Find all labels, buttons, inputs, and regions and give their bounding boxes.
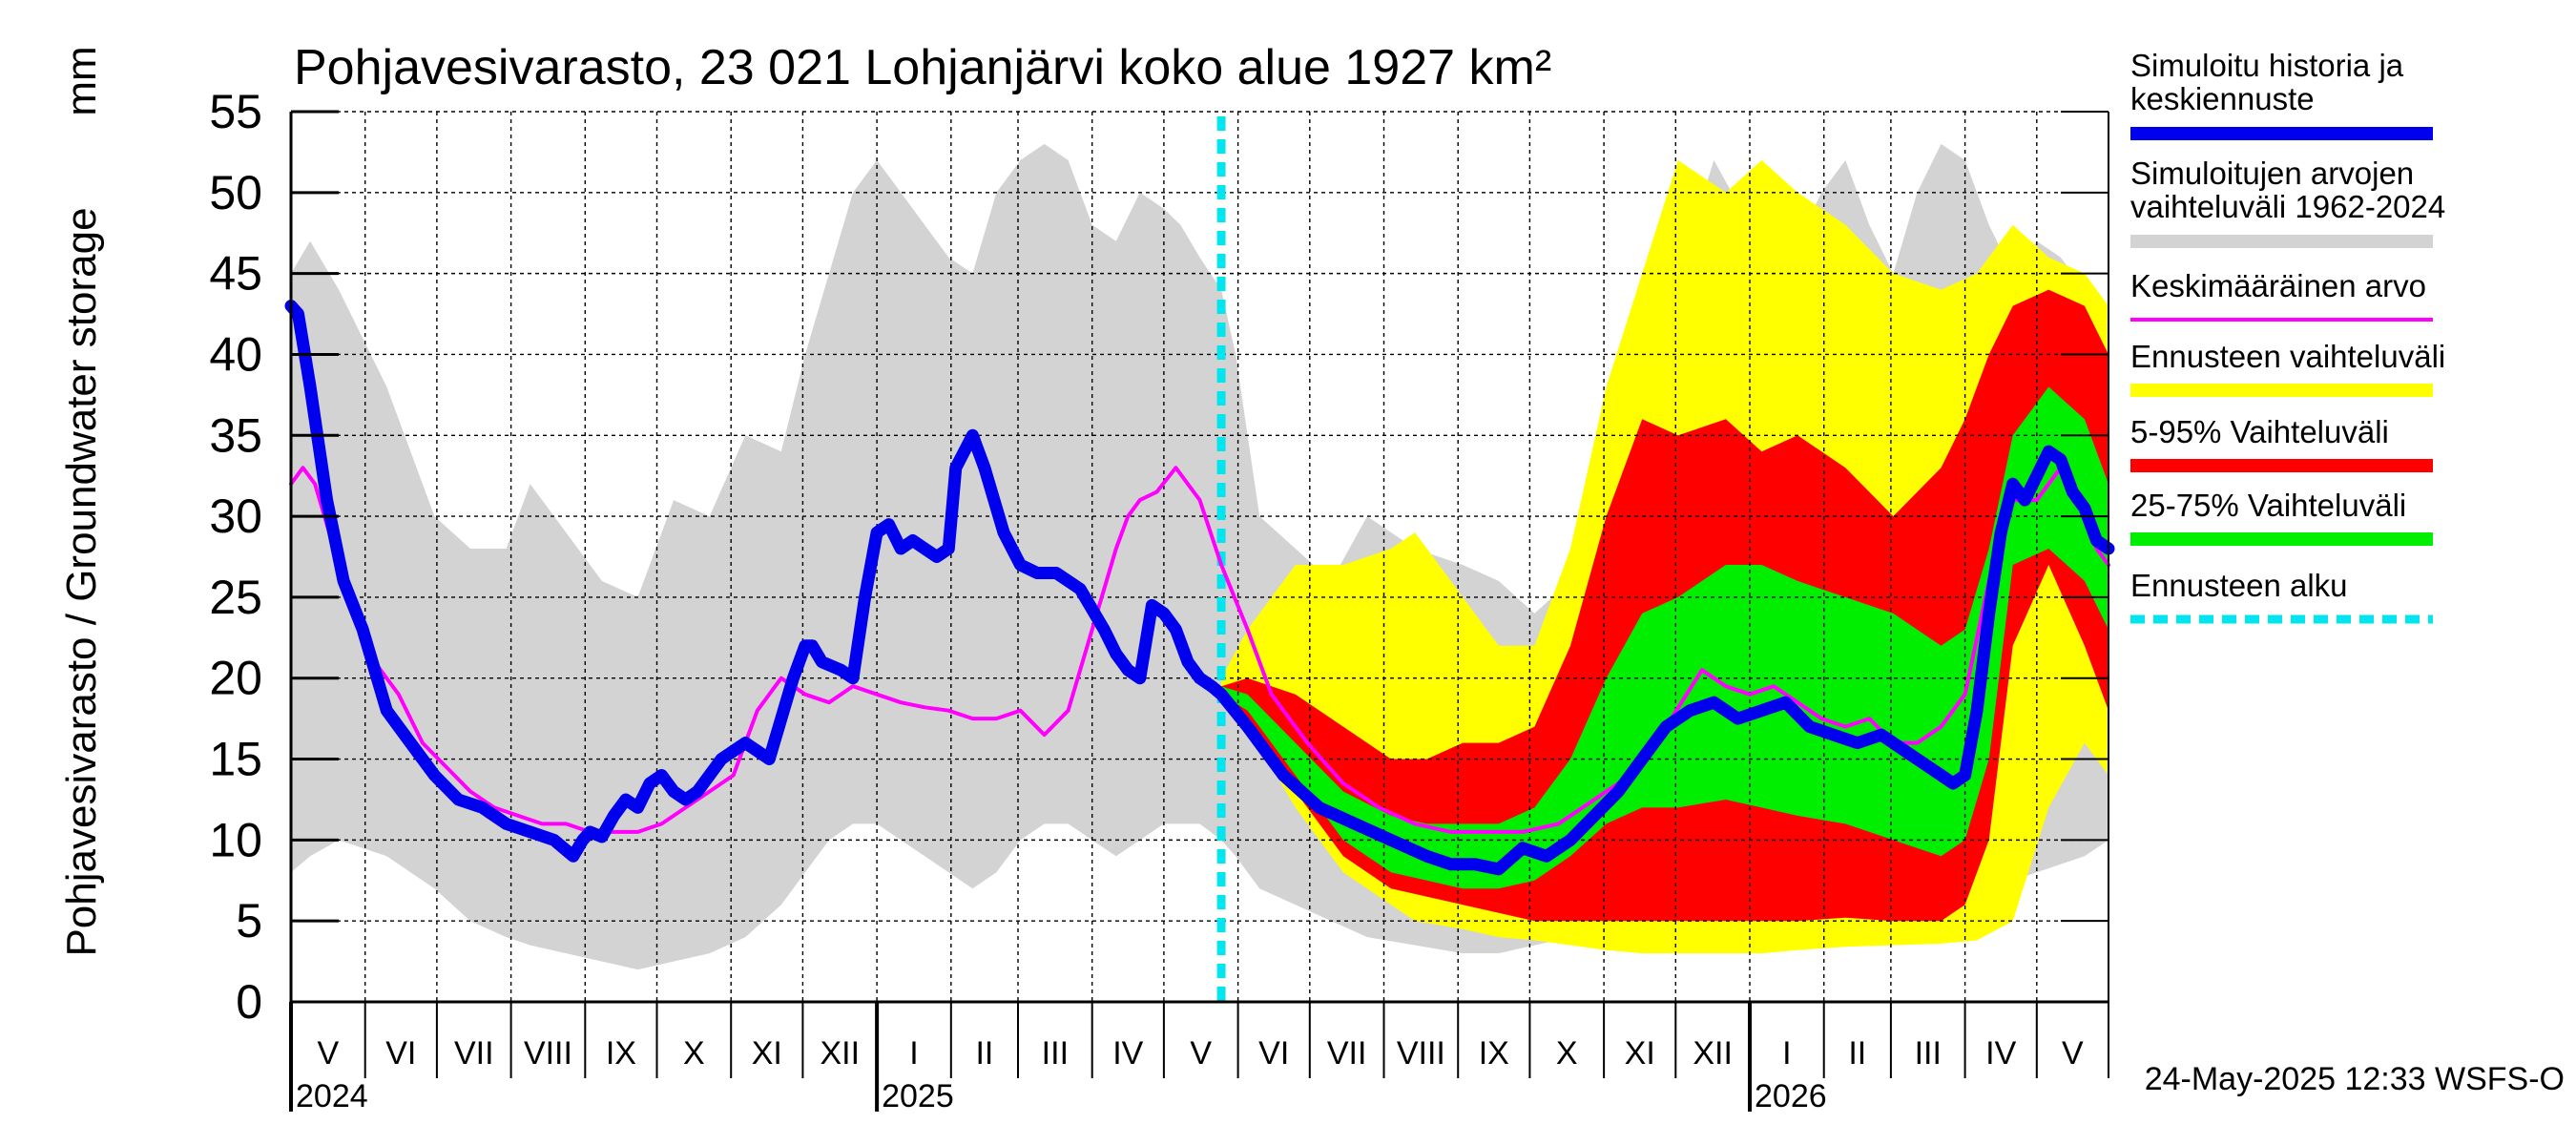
month-label-12: V xyxy=(1190,1035,1212,1072)
bands-layer xyxy=(291,143,2109,970)
y-tick-label-55: 55 xyxy=(209,85,262,138)
lines-layer xyxy=(284,116,2115,1002)
y-tick-label-25: 25 xyxy=(209,571,262,624)
legend-label-0: Simuloitu historia ja xyxy=(2130,48,2404,83)
series-line-1 xyxy=(284,300,2115,876)
y-tick-label-40: 40 xyxy=(209,327,262,381)
month-label-20: I xyxy=(1782,1035,1791,1072)
legend-label-6: Ennusteen alku xyxy=(2130,568,2348,603)
y-tick-label-45: 45 xyxy=(209,247,262,301)
footer-timestamp: 24-May-2025 12:33 WSFS-O xyxy=(2145,1061,2565,1097)
y-axis-label: Pohjavesivarasto / Groundwater storage xyxy=(58,207,105,956)
month-label-3: VIII xyxy=(524,1035,572,1072)
legend-label2-0: keskiennuste xyxy=(2130,81,2315,116)
month-label-17: X xyxy=(1556,1035,1578,1072)
y-tick-label-0: 0 xyxy=(236,975,262,1029)
month-label-24: V xyxy=(2062,1035,2084,1072)
month-label-19: XII xyxy=(1693,1035,1733,1072)
band-3 xyxy=(1221,386,2109,889)
y-tick-label-30: 30 xyxy=(209,489,262,543)
month-label-6: XI xyxy=(752,1035,782,1072)
y-tick-label-5: 5 xyxy=(236,894,262,947)
legend-label2-1: vaihteluväli 1962-2024 xyxy=(2130,189,2445,224)
month-label-15: VIII xyxy=(1397,1035,1445,1072)
year-label-1: 2025 xyxy=(882,1078,954,1114)
month-label-16: IX xyxy=(1479,1035,1509,1072)
legend-label-2: Keskimääräinen arvo xyxy=(2130,268,2426,303)
y-tick-label-20: 20 xyxy=(209,652,262,705)
year-label-2: 2026 xyxy=(1755,1078,1827,1114)
month-label-23: IV xyxy=(1985,1035,2016,1072)
y-tick-label-15: 15 xyxy=(209,733,262,786)
year-label-0: 2024 xyxy=(296,1078,368,1114)
month-label-18: XI xyxy=(1625,1035,1655,1072)
month-label-13: VI xyxy=(1258,1035,1289,1072)
legend-label-1: Simuloitujen arvojen xyxy=(2130,156,2414,191)
month-label-9: II xyxy=(975,1035,993,1072)
grid-layer xyxy=(291,111,2109,1002)
month-label-21: II xyxy=(1848,1035,1866,1072)
y-tick-label-35: 35 xyxy=(209,408,262,462)
month-label-8: I xyxy=(909,1035,918,1072)
month-label-14: VII xyxy=(1327,1035,1367,1072)
series-line-0 xyxy=(289,466,2110,834)
y-tick-label-10: 10 xyxy=(209,813,262,866)
month-label-1: VI xyxy=(385,1035,416,1072)
month-label-11: IV xyxy=(1112,1035,1143,1072)
month-label-4: IX xyxy=(606,1035,636,1072)
month-label-0: V xyxy=(318,1035,340,1072)
chart-title: Pohjavesivarasto, 23 021 Lohjanjärvi kok… xyxy=(294,40,1551,95)
month-label-22: III xyxy=(1915,1035,1942,1072)
legend-label-4: 5-95% Vaihteluväli xyxy=(2130,414,2389,449)
month-label-10: III xyxy=(1042,1035,1069,1072)
y-tick-label-50: 50 xyxy=(209,166,262,219)
month-label-5: X xyxy=(683,1035,705,1072)
legend-label-5: 25-75% Vaihteluväli xyxy=(2130,488,2406,523)
month-label-7: XII xyxy=(820,1035,860,1072)
month-label-2: VII xyxy=(454,1035,494,1072)
legend-label-3: Ennusteen vaihteluväli xyxy=(2130,339,2445,374)
y-axis-unit: mm xyxy=(58,46,105,115)
